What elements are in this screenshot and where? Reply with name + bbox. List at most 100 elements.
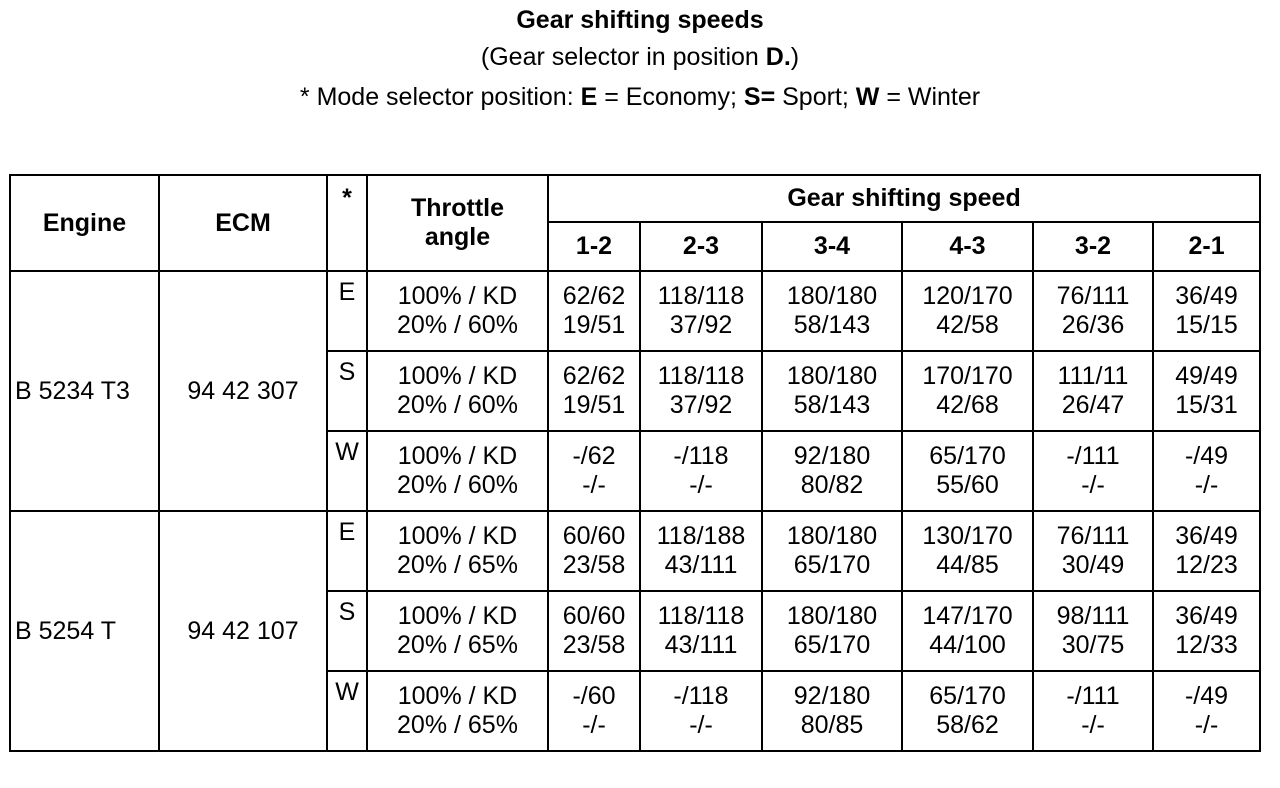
shift-speed-cell: 65/170 58/62 xyxy=(901,670,1034,752)
shift-speed-value: 62/62 xyxy=(562,282,626,310)
shift-speed-value: 44/85 xyxy=(936,551,999,579)
throttle-line: 100% / KD xyxy=(397,362,518,390)
shift-speed-value: -/- xyxy=(689,471,713,499)
legend-s-text: Sport; xyxy=(775,83,856,111)
shift-speed-cell: 62/62 19/51 xyxy=(547,350,641,432)
mode-cell: S xyxy=(326,350,368,432)
shift-speed-value: 44/100 xyxy=(929,631,1006,659)
shift-speed-value: 120/170 xyxy=(922,282,1013,310)
shift-speed-value: 62/62 xyxy=(562,362,626,390)
header-shift: 1-2 xyxy=(547,221,641,272)
shift-speed-value: -/- xyxy=(1194,471,1219,499)
legend-prefix: * Mode selector position: xyxy=(299,83,581,111)
page-title: Gear shifting speeds xyxy=(516,6,764,34)
table-row: W 100% / KD 20% / 60% -/62 -/- -/118 -/- 92/180… xyxy=(10,430,1262,512)
throttle-cell: 100% / KD 20% / 65% xyxy=(366,590,549,672)
shift-speed-value: -/118 xyxy=(673,682,729,710)
subtitle-prefix: (Gear selector in position xyxy=(480,43,766,71)
shift-speed-value: 180/180 xyxy=(786,282,878,310)
mode-cell: W xyxy=(326,670,368,752)
header-mode: * xyxy=(326,174,368,272)
shift-speed-cell: 60/60 23/58 xyxy=(547,510,641,592)
shift-speed-value: 58/143 xyxy=(793,311,871,339)
throttle-cell: 100% / KD 20% / 60% xyxy=(366,430,549,512)
shift-speed-value: 37/92 xyxy=(669,391,733,419)
throttle-cell: 100% / KD 20% / 65% xyxy=(366,670,549,752)
shift-speed-cell: 60/60 23/58 xyxy=(547,590,641,672)
shift-speed-cell: 111/11 26/47 xyxy=(1032,350,1154,432)
shift-speed-value: 65/170 xyxy=(793,631,871,659)
legend-s-key: S= xyxy=(743,83,776,111)
header-engine: Engine xyxy=(9,174,160,272)
table-row: S 100% / KD 20% / 65% 60/60 23/58 118/118 43/1… xyxy=(10,590,1262,672)
shift-speed-value: -/62 xyxy=(572,442,616,470)
shift-speed-cell: 92/180 80/82 xyxy=(761,430,903,512)
shift-speed-value: -/- xyxy=(1194,711,1219,739)
subtitle: (Gear selector in position D.) xyxy=(0,42,1280,72)
table-row: W 100% / KD 20% / 65% -/60 -/- -/118 -/- 92/180… xyxy=(10,670,1262,752)
table-row: B 5234 T3 94 42 307 E 100% / KD 20% / 60% 62/… xyxy=(9,270,1262,512)
shift-speed-value: 19/51 xyxy=(562,391,626,419)
shift-speed-cell: 76/111 26/36 xyxy=(1032,270,1154,352)
shift-speed-value: 170/170 xyxy=(922,362,1013,390)
shift-speed-cell: 180/180 58/143 xyxy=(761,350,903,432)
shift-speed-value: 30/49 xyxy=(1061,551,1125,579)
shift-speed-value: 130/170 xyxy=(922,522,1013,550)
shift-speed-value: 180/180 xyxy=(786,602,878,630)
shift-speed-value: -/49 xyxy=(1184,442,1229,470)
shift-speed-value: 76/111 xyxy=(1056,522,1130,550)
shift-speed-cell: 180/180 65/170 xyxy=(761,590,903,672)
shift-speed-cell: 36/49 12/23 xyxy=(1151,510,1262,592)
shift-speed-value: 147/170 xyxy=(922,602,1013,630)
header-group: Gear shifting speed xyxy=(546,174,1262,223)
shift-speed-value: 92/180 xyxy=(793,442,871,470)
shift-speed-cell: 170/170 42/68 xyxy=(901,350,1034,432)
shift-speed-value: 12/23 xyxy=(1175,551,1238,579)
throttle-line: 20% / 60% xyxy=(397,311,518,339)
shift-speed-value: 180/180 xyxy=(786,362,878,390)
shift-speed-value: 42/58 xyxy=(936,311,999,339)
throttle-line: 100% / KD xyxy=(397,442,518,470)
shift-speed-value: 36/49 xyxy=(1175,282,1238,310)
shift-speed-value: 80/82 xyxy=(800,471,864,499)
mode-cell: E xyxy=(326,510,368,592)
shift-speed-value: -/- xyxy=(1081,711,1105,739)
throttle-line: 20% / 65% xyxy=(397,631,518,659)
shift-speed-value: 15/31 xyxy=(1175,391,1238,419)
shift-speed-value: 23/58 xyxy=(562,631,626,659)
header-row-1: Engine ECM * Throttle angle Gear shifting… xyxy=(9,174,1262,272)
shift-speed-value: -/60 xyxy=(572,682,616,710)
shift-speed-value: 36/49 xyxy=(1175,522,1238,550)
shift-speed-cell: 118/118 37/92 xyxy=(639,270,763,352)
header-shift: 3-2 xyxy=(1032,221,1154,272)
header-ecm: ECM xyxy=(158,174,328,272)
shift-speed-value: 92/180 xyxy=(793,682,871,710)
shift-speed-value: 19/51 xyxy=(562,311,626,339)
shift-speed-cell: 130/170 44/85 xyxy=(901,510,1034,592)
legend-w-key: W xyxy=(855,83,880,111)
shift-speed-cell: -/62 -/- xyxy=(547,430,641,512)
shift-speed-cell: 118/118 37/92 xyxy=(639,350,763,432)
shift-speed-cell: 65/170 55/60 xyxy=(901,430,1034,512)
throttle-line: 100% / KD xyxy=(397,682,518,710)
ecm-cell: 94 42 307 xyxy=(158,270,328,512)
shift-speed-cell: 180/180 58/143 xyxy=(761,270,903,352)
throttle-line: 20% / 65% xyxy=(397,711,518,739)
shift-speed-cell: -/111 -/- xyxy=(1032,430,1154,512)
shift-speed-value: -/- xyxy=(582,471,606,499)
header-shift: 2-1 xyxy=(1151,221,1262,272)
shift-speed-value: 23/58 xyxy=(562,551,626,579)
shift-speed-value: 15/15 xyxy=(1175,311,1238,339)
shift-speed-value: 60/60 xyxy=(562,602,626,630)
shift-speed-value: 55/60 xyxy=(936,471,999,499)
header-shift: 4-3 xyxy=(901,221,1034,272)
shift-speed-cell: 147/170 44/100 xyxy=(901,590,1034,672)
shift-speed-value: 37/92 xyxy=(669,311,733,339)
throttle-cell: 100% / KD 20% / 60% xyxy=(366,270,549,352)
throttle-line: 100% / KD xyxy=(397,602,518,630)
shift-speed-cell: -/118 -/- xyxy=(639,430,763,512)
shift-speed-cell: 49/49 15/31 xyxy=(1151,350,1262,432)
table-header: Engine ECM * Throttle angle Gear shifting… xyxy=(9,174,1262,272)
shift-speed-cell: -/60 -/- xyxy=(547,670,641,752)
subtitle-position: D. xyxy=(765,43,791,71)
